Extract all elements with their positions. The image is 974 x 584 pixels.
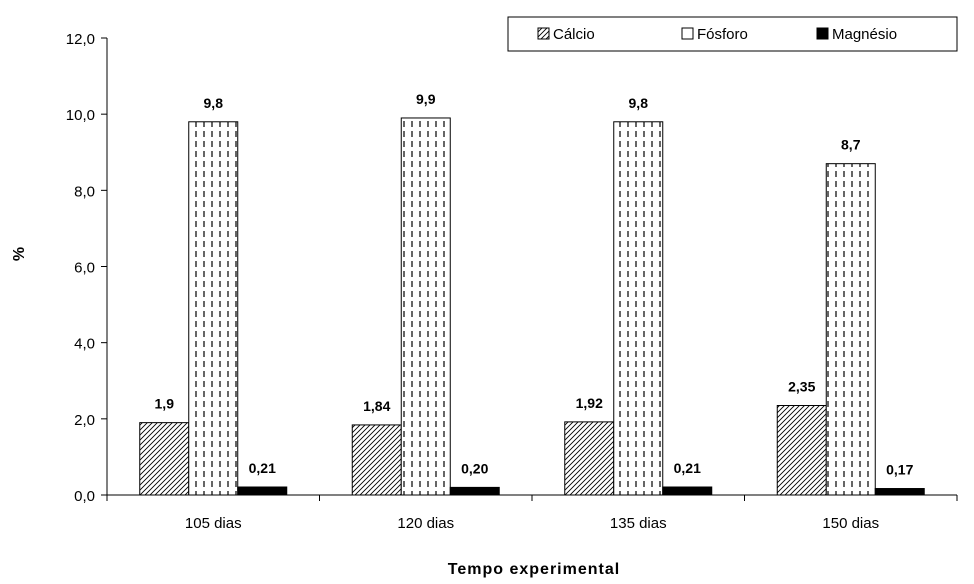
data-label: 0,21 [674, 460, 701, 476]
data-label: 1,9 [155, 396, 175, 412]
x-tick-label: 105 dias [185, 515, 242, 532]
data-label: 9,9 [416, 91, 436, 107]
y-axis-title: % [11, 247, 28, 261]
data-label: 0,17 [886, 462, 913, 478]
y-tick-label: 0,0 [74, 488, 95, 505]
bar-series-2 [874, 488, 925, 496]
data-label: 0,21 [249, 460, 276, 476]
legend-swatch-series-1 [681, 27, 694, 40]
bar-series-2 [662, 486, 713, 496]
bar-series-0 [351, 424, 402, 496]
x-tick-label: 120 dias [397, 515, 454, 532]
x-tick-label: 135 dias [610, 515, 667, 532]
legend-label-series-2: Magnésio [832, 26, 897, 43]
y-tick-label: 6,0 [74, 260, 95, 277]
plot-area: 0,0 2,0 4,0 6,0 8,0 10,0 12,0 105 dias 1,9 9,8 0,2… [66, 31, 958, 532]
bar-series-0 [776, 405, 827, 496]
y-tick-label: 4,0 [74, 336, 95, 353]
bar-series-1 [188, 121, 239, 496]
data-label: 9,8 [629, 95, 649, 111]
data-label: 1,92 [576, 395, 603, 411]
y-tick-label: 12,0 [66, 31, 95, 48]
legend-label-series-0: Cálcio [553, 26, 595, 43]
y-tick-label: 10,0 [66, 107, 95, 124]
bar-series-1 [400, 117, 451, 496]
bar-series-1 [825, 163, 876, 496]
data-label: 2,35 [788, 379, 815, 395]
bar-series-2 [449, 486, 500, 496]
data-label: 9,8 [204, 95, 224, 111]
y-tick-label: 2,0 [74, 412, 95, 429]
bar-series-0 [139, 422, 190, 496]
x-axis-title: Tempo experimental [448, 561, 620, 578]
legend-box [507, 16, 958, 52]
x-tick-label: 150 dias [822, 515, 879, 532]
data-label: 1,84 [363, 398, 390, 414]
data-label: 8,7 [841, 137, 861, 153]
bar-series-2 [237, 486, 288, 496]
bar-series-1 [613, 121, 664, 496]
y-tick-label: 8,0 [74, 183, 95, 200]
bar-series-0 [564, 421, 615, 496]
legend: Cálcio Fósforo Magnésio [507, 16, 958, 52]
legend-swatch-series-0 [537, 27, 550, 40]
data-label: 0,20 [461, 460, 488, 476]
legend-swatch-series-2 [816, 27, 829, 40]
legend-label-series-1: Fósforo [697, 26, 748, 43]
